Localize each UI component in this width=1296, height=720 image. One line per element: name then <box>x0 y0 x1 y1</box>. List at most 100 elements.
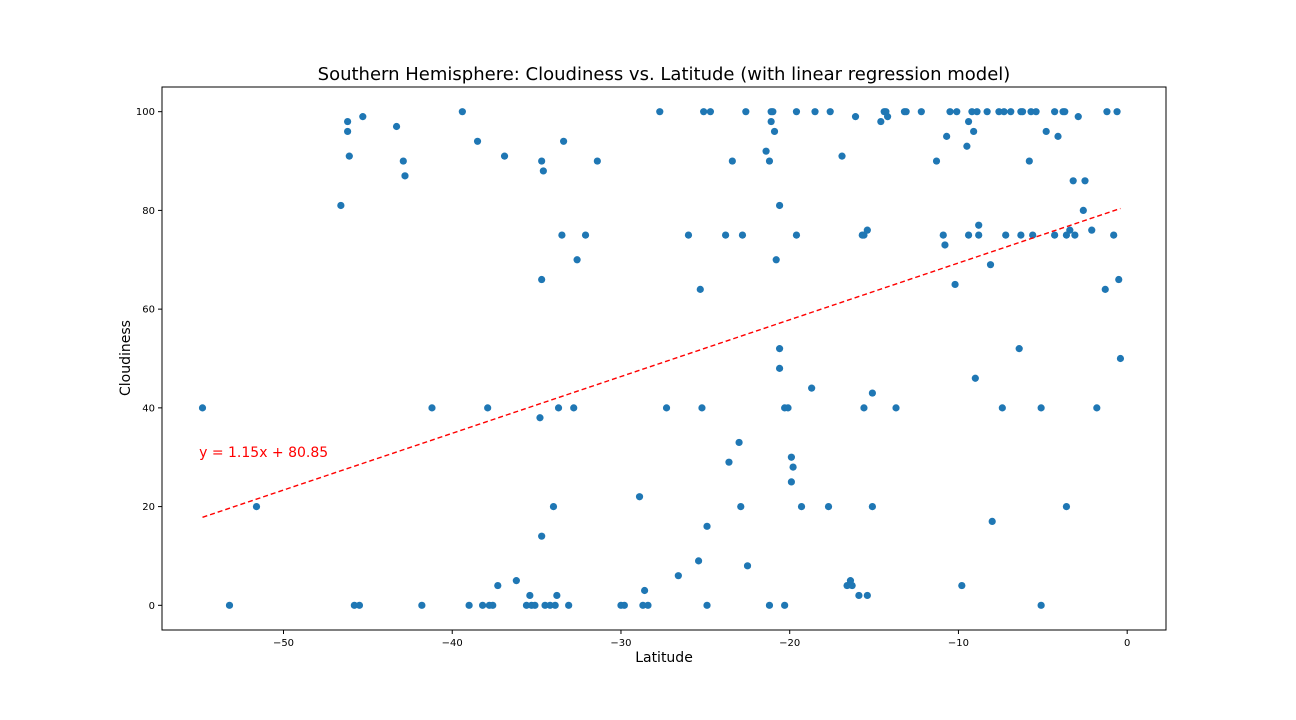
data-point <box>737 502 745 511</box>
data-point <box>902 108 910 116</box>
data-point <box>1042 127 1050 136</box>
data-point <box>644 601 652 609</box>
data-point <box>892 404 900 412</box>
data-point <box>1069 177 1077 185</box>
data-point <box>500 152 509 160</box>
data-point <box>1113 108 1121 116</box>
data-point <box>784 404 792 412</box>
data-point <box>1015 345 1023 353</box>
data-point <box>1007 108 1015 116</box>
data-point <box>941 241 949 249</box>
data-point <box>975 231 983 239</box>
data-point <box>939 231 947 239</box>
data-point <box>775 345 784 353</box>
data-point <box>983 108 991 116</box>
data-point <box>838 152 846 160</box>
data-point <box>698 404 706 412</box>
data-point <box>399 157 407 165</box>
regression-line <box>202 207 1121 518</box>
data-point <box>355 601 364 609</box>
data-point <box>344 127 352 136</box>
x-tick-label: −40 <box>442 638 463 649</box>
data-point <box>560 137 568 145</box>
y-tick-label: 40 <box>142 403 155 414</box>
data-point <box>1103 108 1111 116</box>
data-point <box>640 586 649 595</box>
data-point <box>428 404 436 412</box>
y-tick-label: 20 <box>142 502 155 513</box>
plot-frame <box>161 86 1167 631</box>
data-point <box>951 280 959 289</box>
data-point <box>975 221 983 229</box>
data-point <box>848 581 856 590</box>
data-point <box>1101 285 1109 293</box>
data-point <box>932 157 941 165</box>
data-point <box>1093 404 1101 412</box>
data-point <box>549 502 558 511</box>
data-point <box>1054 132 1062 140</box>
data-point <box>458 108 466 116</box>
data-point <box>968 108 976 116</box>
data-point <box>1074 113 1082 121</box>
data-point <box>963 142 971 150</box>
y-tick-label: 80 <box>142 206 155 217</box>
data-point <box>465 601 473 609</box>
data-point <box>808 384 816 392</box>
data-point <box>703 601 711 609</box>
data-point <box>662 404 671 412</box>
data-point <box>252 502 261 511</box>
data-point <box>772 256 780 264</box>
data-point <box>797 502 806 511</box>
data-point <box>1081 177 1089 185</box>
data-point <box>1110 231 1118 239</box>
data-point <box>1029 231 1037 239</box>
data-point <box>770 127 779 136</box>
data-point <box>1037 404 1045 412</box>
data-point <box>418 601 426 609</box>
data-point <box>917 108 925 116</box>
data-point <box>526 591 534 600</box>
data-point <box>995 108 1003 116</box>
data-point <box>1079 206 1087 215</box>
data-point <box>1115 275 1123 284</box>
data-point <box>735 438 743 447</box>
x-tick-label: −50 <box>273 638 294 649</box>
data-point <box>1017 231 1025 239</box>
data-point <box>787 478 795 486</box>
data-point <box>694 557 703 565</box>
data-point <box>824 502 833 511</box>
data-point <box>946 108 954 116</box>
x-tick-label: −30 <box>610 638 631 649</box>
data-point <box>988 517 996 526</box>
data-point <box>883 113 892 121</box>
data-point <box>225 601 234 609</box>
data-point <box>696 285 704 293</box>
data-point <box>811 108 819 116</box>
y-tick-label: 60 <box>142 305 155 316</box>
data-point <box>868 389 876 397</box>
data-point <box>706 108 715 116</box>
data-point <box>703 522 711 530</box>
data-point <box>1002 231 1010 239</box>
data-point <box>970 127 978 136</box>
data-point <box>971 374 979 382</box>
data-point <box>554 404 563 412</box>
data-point <box>344 117 352 126</box>
data-point <box>558 231 566 239</box>
data-point <box>581 231 590 239</box>
data-point <box>781 601 789 609</box>
y-axis-label: Cloudiness <box>118 320 134 396</box>
x-tick-label: 0 <box>1124 638 1130 649</box>
data-point <box>565 601 573 609</box>
data-point <box>684 231 693 239</box>
data-point <box>1061 108 1069 116</box>
data-point <box>536 414 544 422</box>
data-point <box>877 117 885 126</box>
data-point <box>522 601 531 609</box>
data-point <box>769 108 777 116</box>
regression-equation: y = 1.15x + 80.85 <box>199 445 328 461</box>
chart-title: Southern Hemisphere: Cloudiness vs. Lati… <box>318 64 1011 85</box>
data-point <box>792 108 801 116</box>
